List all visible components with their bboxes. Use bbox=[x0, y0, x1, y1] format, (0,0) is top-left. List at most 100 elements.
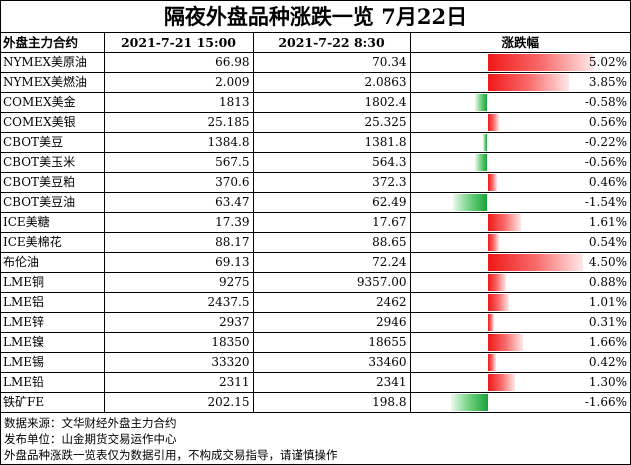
change-cell: 0.88% bbox=[409, 272, 630, 293]
change-cell: 3.85% bbox=[409, 72, 630, 93]
change-percent: 5.02% bbox=[588, 55, 627, 69]
header-change: 涨跌幅 bbox=[409, 33, 630, 53]
price-prev: 2437.5 bbox=[103, 292, 254, 313]
change-cell: 0.42% bbox=[409, 352, 630, 373]
rise-bar bbox=[487, 54, 594, 71]
table-row: LME锌 2937 2946 0.31% bbox=[1, 312, 630, 333]
rise-bar bbox=[487, 374, 515, 391]
fall-bar bbox=[450, 394, 488, 411]
change-percent: 0.56% bbox=[588, 115, 627, 129]
price-now: 72.24 bbox=[252, 252, 411, 273]
price-now: 2.0863 bbox=[252, 72, 411, 93]
fall-bar bbox=[474, 94, 488, 111]
price-prev: 2.009 bbox=[103, 72, 254, 93]
price-now: 9357.00 bbox=[252, 272, 411, 293]
fall-bar bbox=[482, 134, 488, 151]
change-percent: -1.66% bbox=[584, 395, 627, 409]
change-cell: -0.58% bbox=[409, 92, 630, 113]
change-cell: 0.46% bbox=[409, 172, 630, 193]
table-row: 铁矿FE 202.15 198.8 -1.66% bbox=[1, 392, 630, 413]
price-prev: 33320 bbox=[103, 352, 254, 373]
price-prev: 567.5 bbox=[103, 152, 254, 173]
rise-bar bbox=[487, 174, 498, 191]
change-percent: -0.22% bbox=[584, 135, 627, 149]
change-cell: 1.30% bbox=[409, 372, 630, 393]
contract-name: LME铅 bbox=[1, 372, 105, 393]
rise-bar bbox=[487, 114, 500, 131]
price-now: 62.49 bbox=[252, 192, 411, 213]
change-cell: 4.50% bbox=[409, 252, 630, 273]
header-date1: 2021-7-21 15:00 bbox=[103, 33, 254, 53]
price-prev: 370.6 bbox=[103, 172, 254, 193]
price-prev: 66.98 bbox=[103, 52, 254, 73]
price-now: 1381.8 bbox=[252, 132, 411, 153]
price-prev: 18350 bbox=[103, 332, 254, 353]
price-prev: 1384.8 bbox=[103, 132, 254, 153]
change-percent: 0.54% bbox=[588, 235, 627, 249]
contract-name: LME镍 bbox=[1, 332, 105, 353]
price-now: 88.65 bbox=[252, 232, 411, 253]
change-cell: 0.56% bbox=[409, 112, 630, 133]
table-row: 布伦油 69.13 72.24 4.50% bbox=[1, 252, 630, 273]
rise-bar bbox=[487, 214, 522, 231]
table-row: NYMEX美原油 66.98 70.34 5.02% bbox=[1, 52, 630, 73]
price-now: 2946 bbox=[252, 312, 411, 333]
change-cell: 0.54% bbox=[409, 232, 630, 253]
change-cell: 0.31% bbox=[409, 312, 630, 333]
change-percent: 3.85% bbox=[588, 75, 627, 89]
price-now: 2462 bbox=[252, 292, 411, 313]
note-publisher: 发布单位：山金期货交易运作中心 bbox=[4, 432, 177, 446]
change-percent: 0.31% bbox=[588, 315, 627, 329]
price-prev: 63.47 bbox=[103, 192, 254, 213]
change-cell: -1.66% bbox=[409, 392, 630, 413]
price-now: 17.67 bbox=[252, 212, 411, 233]
contract-name: CBOT美玉米 bbox=[1, 152, 105, 173]
quote-rows: NYMEX美原油 66.98 70.34 5.02% NYMEX美燃油 2.009 2.08… bbox=[1, 52, 630, 413]
rise-bar bbox=[487, 234, 499, 251]
table-row: LME铅 2311 2341 1.30% bbox=[1, 372, 630, 393]
contract-name: ICE美棉花 bbox=[1, 232, 105, 253]
rise-bar bbox=[487, 294, 509, 311]
price-prev: 2937 bbox=[103, 312, 254, 333]
price-prev: 17.39 bbox=[103, 212, 254, 233]
change-percent: 1.30% bbox=[588, 375, 627, 389]
sheet-title: 隔夜外盘品种涨跌一览 7月22日 bbox=[1, 1, 630, 33]
price-now: 1802.4 bbox=[252, 92, 411, 113]
contract-name: 布伦油 bbox=[1, 252, 105, 273]
table-row: LME镍 18350 18655 1.66% bbox=[1, 332, 630, 353]
rise-bar bbox=[487, 354, 497, 371]
price-prev: 88.17 bbox=[103, 232, 254, 253]
rise-bar bbox=[487, 334, 523, 351]
contract-name: 铁矿FE bbox=[1, 392, 105, 413]
change-percent: -0.56% bbox=[584, 155, 627, 169]
change-percent: -1.54% bbox=[584, 195, 627, 209]
rise-bar bbox=[487, 314, 495, 331]
contract-name: COMEX美银 bbox=[1, 112, 105, 133]
contract-name: NYMEX美燃油 bbox=[1, 72, 105, 93]
table-row: NYMEX美燃油 2.009 2.0863 3.85% bbox=[1, 72, 630, 93]
header-contract: 外盘主力合约 bbox=[1, 33, 105, 53]
table-row: LME铜 9275 9357.00 0.88% bbox=[1, 272, 630, 293]
table-row: CBOT美玉米 567.5 564.3 -0.56% bbox=[1, 152, 630, 173]
table-row: LME锡 33320 33460 0.42% bbox=[1, 352, 630, 373]
contract-name: COMEX美金 bbox=[1, 92, 105, 113]
price-now: 25.325 bbox=[252, 112, 411, 133]
header-row: 外盘主力合约 2021-7-21 15:00 2021-7-22 8:30 涨跌… bbox=[1, 33, 630, 53]
price-now: 198.8 bbox=[252, 392, 411, 413]
contract-name: CBOT美豆油 bbox=[1, 192, 105, 213]
change-percent: 1.61% bbox=[588, 215, 627, 229]
table-row: CBOT美豆粕 370.6 372.3 0.46% bbox=[1, 172, 630, 193]
change-cell: -1.54% bbox=[409, 192, 630, 213]
footnotes: 数据来源：文华财经外盘主力合约 发布单位：山金期货交易运作中心 外盘品种涨跌一览… bbox=[4, 415, 338, 463]
change-cell: 1.01% bbox=[409, 292, 630, 313]
contract-name: CBOT美豆 bbox=[1, 132, 105, 153]
contract-name: LME铜 bbox=[1, 272, 105, 293]
price-prev: 25.185 bbox=[103, 112, 254, 133]
header-date2: 2021-7-22 8:30 bbox=[252, 33, 411, 53]
price-prev: 2311 bbox=[103, 372, 254, 393]
price-prev: 1813 bbox=[103, 92, 254, 113]
price-prev: 9275 bbox=[103, 272, 254, 293]
contract-name: LME锡 bbox=[1, 352, 105, 373]
contract-name: LME锌 bbox=[1, 312, 105, 333]
